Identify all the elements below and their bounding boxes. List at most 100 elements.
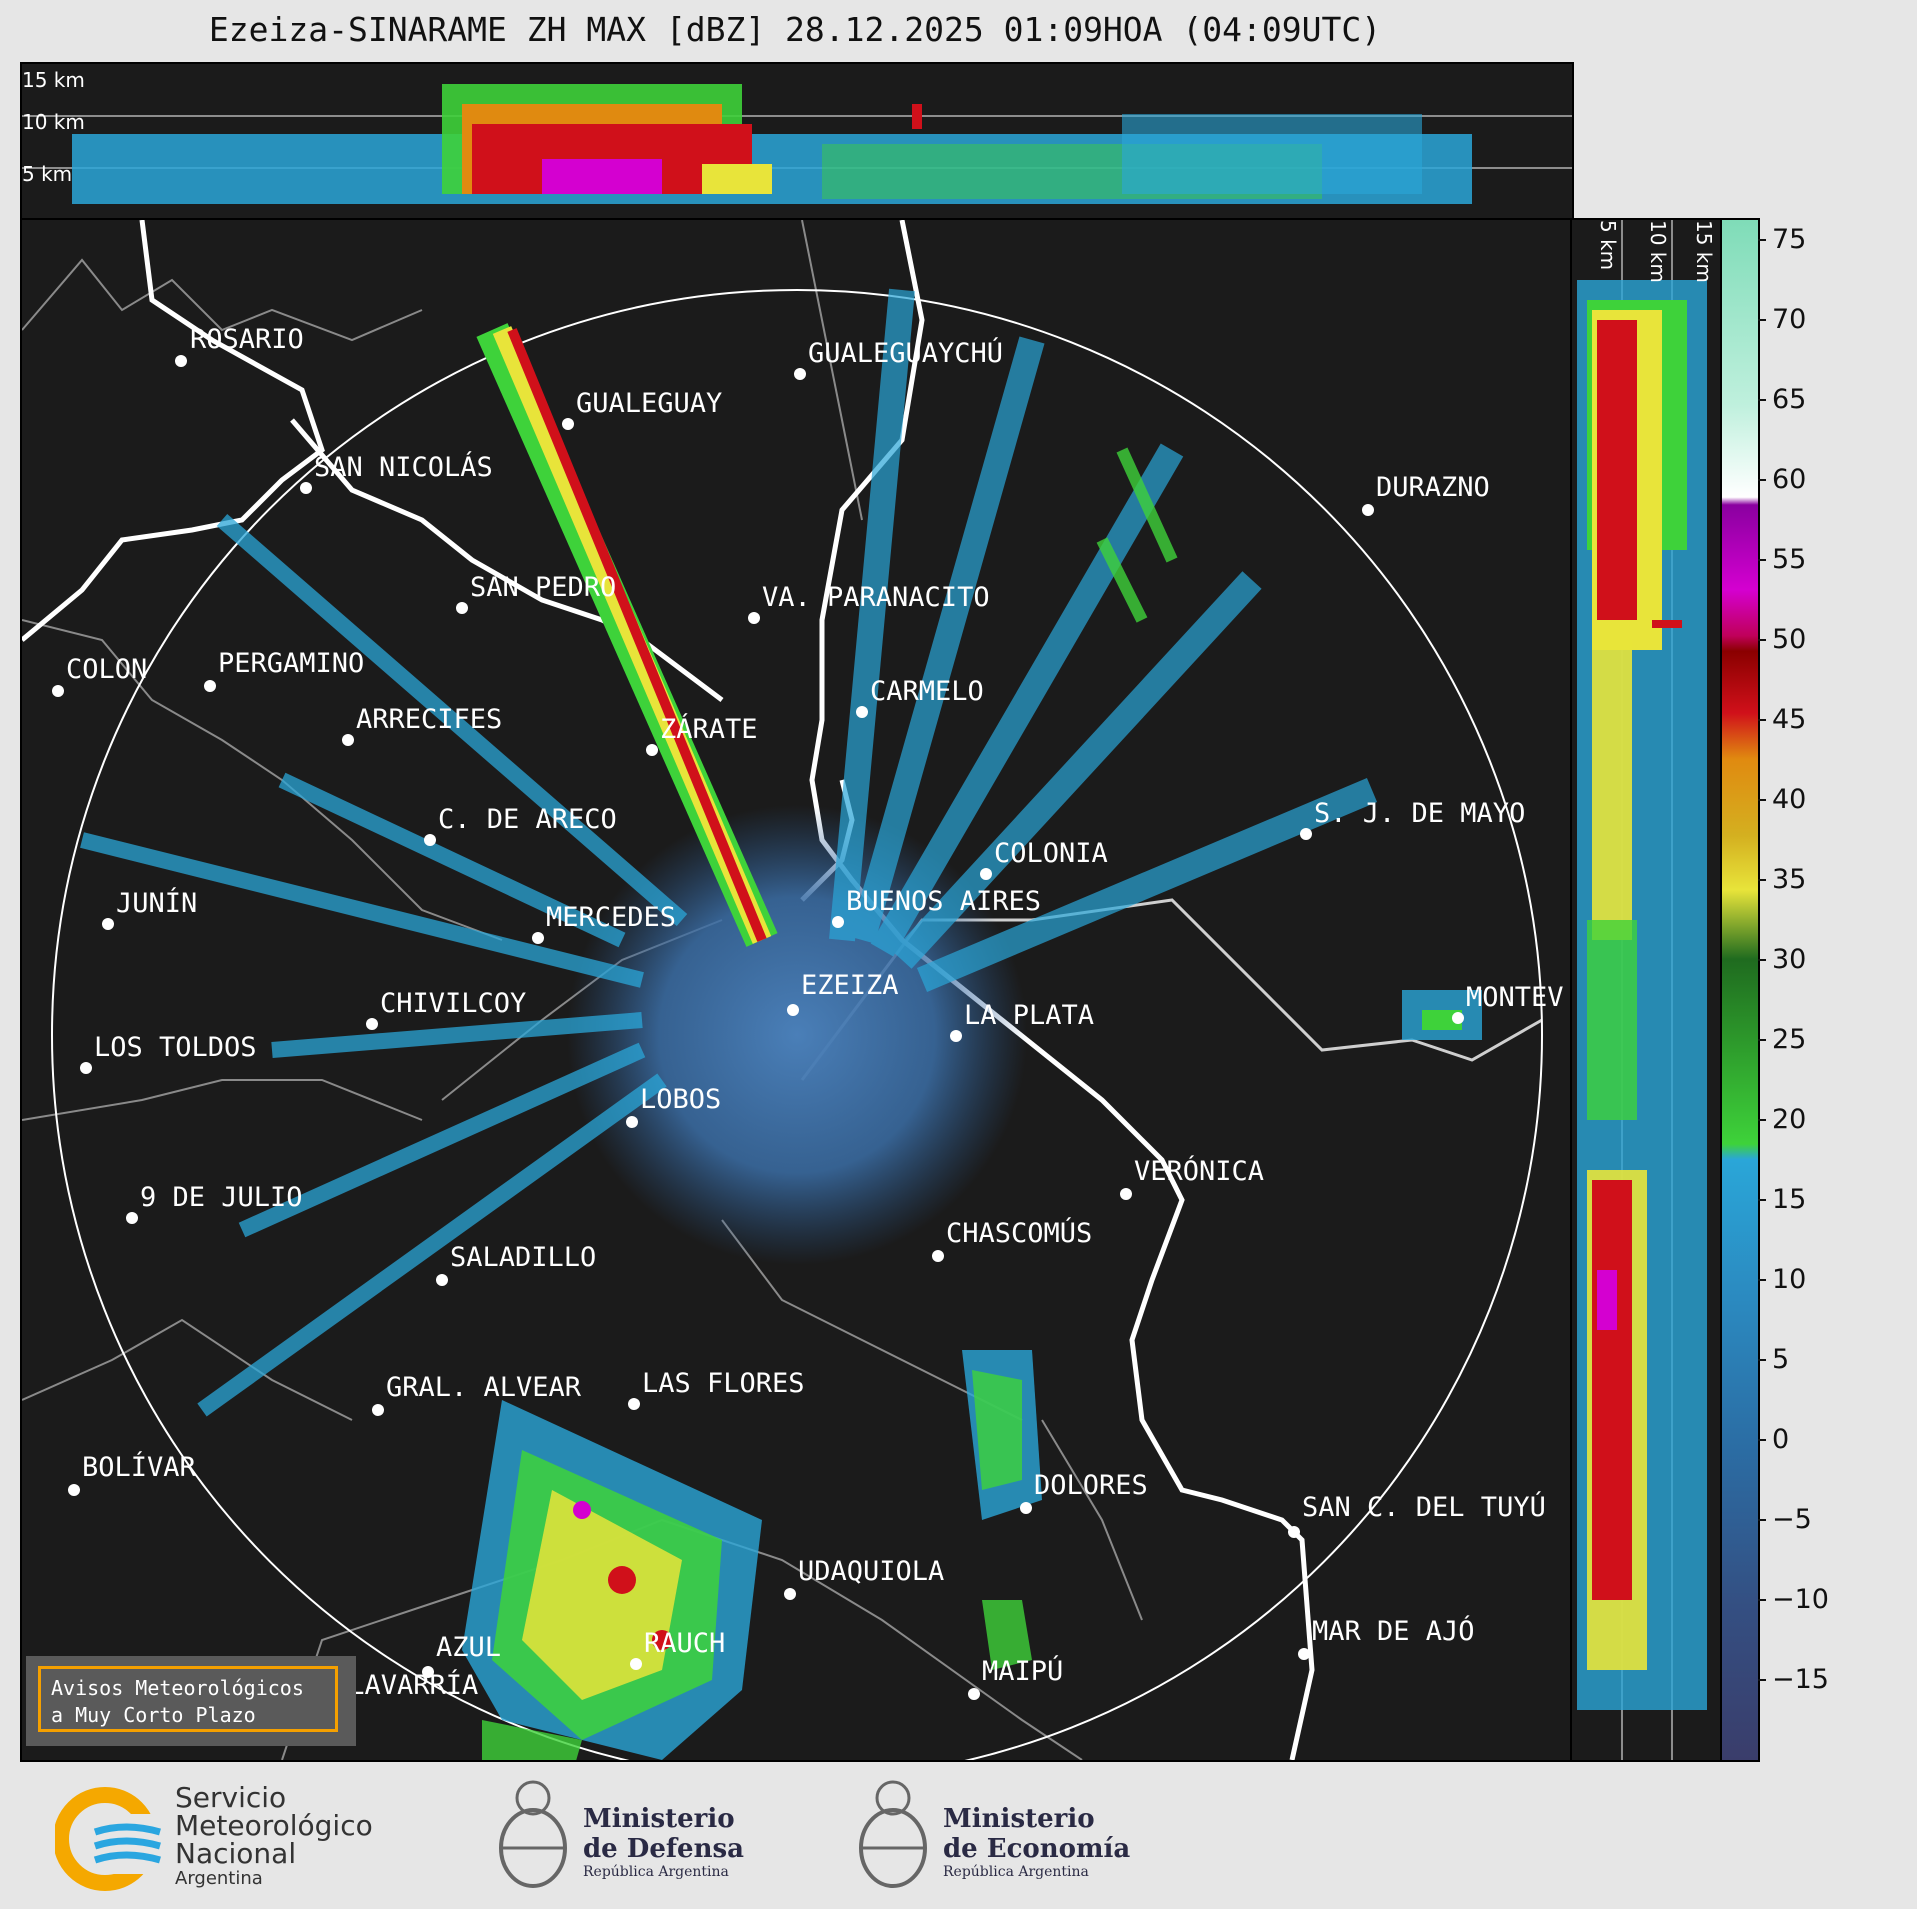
- city-dot: [68, 1484, 80, 1496]
- city-label-durazno: DURAZNO: [1376, 472, 1490, 503]
- city-label-ezeiza: EZEIZA: [801, 970, 899, 1001]
- city-label-rosario: ROSARIO: [190, 324, 304, 355]
- city-dot: [787, 1004, 799, 1016]
- colorbar-tick-label: 70: [1772, 304, 1807, 335]
- city-label-chascomus: CHASCOMÚS: [946, 1218, 1093, 1249]
- city-dot: [748, 612, 760, 624]
- smn-line4: Argentina: [175, 1868, 263, 1889]
- city-label-saladillo: SALADILLO: [450, 1242, 597, 1273]
- city-label-colonia: COLONIA: [994, 838, 1108, 869]
- echo-patches-e: [1402, 990, 1482, 1040]
- echo-spokes-w: [80, 513, 688, 1417]
- city-label-san-nicolas: SAN NICOLÁS: [314, 452, 493, 483]
- city-label-pergamino: PERGAMINO: [218, 648, 365, 679]
- city-dot: [342, 734, 354, 746]
- avisos-line2: a Muy Corto Plazo: [51, 1703, 256, 1727]
- city-dot: [456, 602, 468, 614]
- city-label-udaquiola: UDAQUIOLA: [798, 1556, 945, 1587]
- economia-line1: Ministerio: [943, 1804, 1095, 1834]
- city-label-san-pedro: SAN PEDRO: [470, 572, 617, 603]
- city-label-mar-de-ajo: MAR DE AJÓ: [1312, 1616, 1475, 1647]
- city-dot: [204, 680, 216, 692]
- avisos-line1: Avisos Meteorológicos: [51, 1676, 304, 1700]
- city-dot: [646, 744, 658, 756]
- city-label-buenos-aires: BUENOS AIRES: [846, 886, 1042, 917]
- colorbar-tick-label: 50: [1772, 624, 1807, 655]
- city-label-s-j-de-mayo: S. J. DE MAYO: [1314, 798, 1526, 829]
- echo-spokes-ne: [829, 288, 1378, 992]
- smn-line2: Meteorológico: [175, 1809, 373, 1842]
- city-label-va-paranacito: VA. PARANACITO: [762, 582, 990, 613]
- radar-map[interactable]: ROSARIO GUALEGUAYCHÚ GUALEGUAY SAN NICOL…: [20, 218, 1574, 1762]
- colorbar-tick-label: 10: [1772, 1264, 1807, 1295]
- city-dot: [1298, 1648, 1310, 1660]
- city-label-chivilcoy: CHIVILCOY: [380, 988, 527, 1019]
- colorbar-tick-label: 25: [1772, 1024, 1807, 1055]
- colorbar-tick-label: 35: [1772, 864, 1807, 895]
- city-label-los-toldos: LOS TOLDOS: [94, 1032, 257, 1063]
- city-dot: [932, 1250, 944, 1262]
- page-title: Ezeiza-SINARAME ZH MAX [dBZ] 28.12.2025 …: [208, 10, 1382, 49]
- city-dot: [784, 1588, 796, 1600]
- city-label-la-plata: LA PLATA: [964, 1000, 1095, 1031]
- smn-line3: Nacional: [175, 1837, 297, 1870]
- economia-logo: Ministerio de Economía República Argenti…: [855, 1768, 1130, 1908]
- city-dot: [532, 932, 544, 944]
- city-label-bolivar: BOLÍVAR: [82, 1452, 196, 1483]
- colorbar-ticks: 75 70 65 60 55 50 45 40 35 30 25 20 15 1…: [1758, 218, 1898, 1762]
- top-cross-section: 15 km 10 km 5 km: [20, 62, 1574, 221]
- city-dot: [372, 1404, 384, 1416]
- city-label-9-de-julio: 9 DE JULIO: [140, 1182, 303, 1213]
- avisos-box: Avisos Meteorológicos a Muy Corto Plazo: [38, 1666, 338, 1732]
- city-label-lobos: LOBOS: [640, 1084, 722, 1115]
- side-height-label-15km: 15 km: [1692, 220, 1716, 283]
- avisos-button[interactable]: Avisos Meteorológicos a Muy Corto Plazo: [26, 1656, 356, 1746]
- city-dot: [832, 916, 844, 928]
- city-label-veronica: VERÓNICA: [1134, 1156, 1265, 1187]
- defensa-logo: Ministerio de Defensa República Argentin…: [495, 1768, 755, 1908]
- city-dot: [950, 1030, 962, 1042]
- city-label-rauch: RAUCH: [644, 1628, 726, 1659]
- city-label-arrecifes: ARRECIFES: [356, 704, 503, 735]
- smn-logo: Servicio Meteorológico Nacional Argentin…: [55, 1768, 395, 1908]
- echo-green-ne: [1096, 447, 1178, 623]
- city-dot: [630, 1658, 642, 1670]
- echo-storm-sw: [462, 1400, 762, 1760]
- smn-logo-icon: [55, 1787, 165, 1891]
- city-label-mercedes: MERCEDES: [546, 902, 677, 933]
- city-dot: [52, 685, 64, 697]
- city-label-gral-alvear: GRAL. ALVEAR: [386, 1372, 582, 1403]
- city-dot: [126, 1212, 138, 1224]
- city-dot: [80, 1062, 92, 1074]
- city-dot: [366, 1018, 378, 1030]
- economia-line3: República Argentina: [943, 1864, 1089, 1880]
- city-label-zarate: ZÁRATE: [660, 714, 758, 745]
- colorbar-tick-label: 55: [1772, 544, 1807, 575]
- side-cross-section-graphic: [1577, 220, 1707, 1760]
- colorbar-tick-label: 65: [1772, 384, 1807, 415]
- coat-of-arms-icon: [499, 1780, 567, 1888]
- radar-map-graphic: [22, 220, 1543, 1760]
- city-dot: [1120, 1188, 1132, 1200]
- colorbar-tick-label: 0: [1772, 1424, 1790, 1455]
- city-dot: [856, 706, 868, 718]
- city-label-san-c-del-tuyu: SAN C. DEL TUYÚ: [1302, 1492, 1546, 1523]
- colorbar-tick-label: −15: [1772, 1664, 1829, 1695]
- colorbar-tick-label: 15: [1772, 1184, 1807, 1215]
- city-label-azul: AZUL: [436, 1632, 502, 1663]
- city-dot: [1288, 1526, 1300, 1538]
- coat-of-arms-icon: [859, 1780, 927, 1888]
- city-dot: [102, 918, 114, 930]
- city-label-gualeguay: GUALEGUAY: [576, 388, 723, 419]
- city-label-maipu: MAIPÚ: [982, 1656, 1064, 1687]
- side-height-label-5km: 5 km: [1596, 220, 1620, 271]
- top-cross-section-graphic: [22, 84, 1572, 204]
- city-label-carmelo: CARMELO: [870, 676, 984, 707]
- city-label-las-flores: LAS FLORES: [642, 1368, 805, 1399]
- colorbar-tick-label: 60: [1772, 464, 1807, 495]
- colorbar-tick-label: 45: [1772, 704, 1807, 735]
- range-ring: [51, 289, 1543, 1760]
- colorbar-tick-label: −5: [1772, 1504, 1812, 1535]
- city-dot: [1452, 1012, 1464, 1024]
- colorbar-tick-label: 5: [1772, 1344, 1790, 1375]
